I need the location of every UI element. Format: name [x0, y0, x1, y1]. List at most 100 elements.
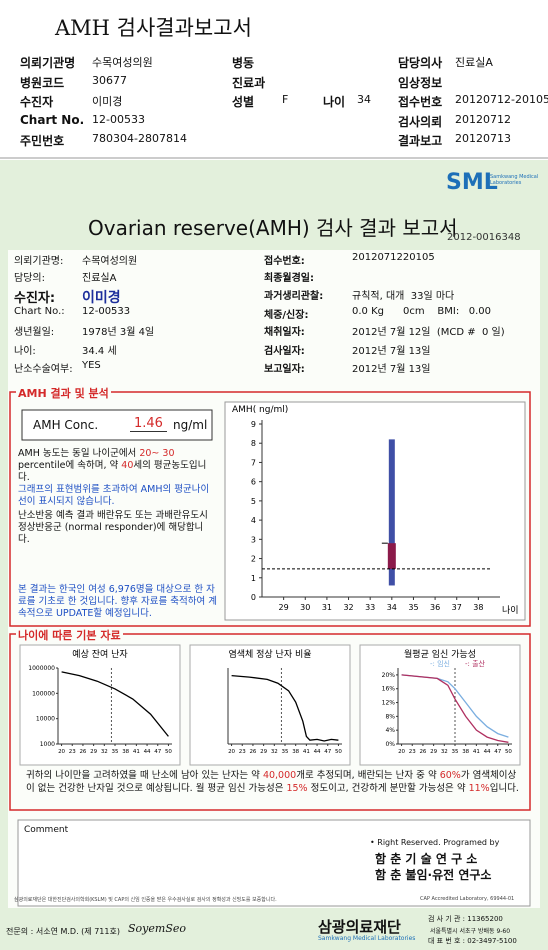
x-tick-label: 35 [452, 749, 459, 755]
x-tick-label: 37 [452, 603, 462, 612]
x-tick-label: 32 [343, 603, 353, 612]
value: 이미경 [82, 290, 121, 306]
value: 34 [357, 93, 371, 106]
label: 채취일자: [264, 327, 305, 338]
x-tick-label: 23 [409, 749, 416, 755]
title: AMH 검사결과보고서 [55, 16, 252, 40]
text-segment: percentile에 속하며, 약 [18, 460, 122, 471]
value: 2012년 7월 13일 [352, 346, 431, 357]
note: 삼광의료재단은 대한진단검사의학회(KSLM) 및 CAP의 신임 인증을 받은… [14, 897, 277, 903]
x-tick-label: 26 [249, 749, 256, 755]
chart-title: 예상 잔여 난자 [72, 648, 128, 660]
value: 수목여성의원 [82, 256, 138, 267]
label: 결과보고 [398, 134, 443, 148]
y-tick-label: 6 [251, 478, 256, 487]
label: 수진자: [14, 291, 56, 306]
chart-frame [189, 644, 351, 766]
unit: ng/ml [173, 418, 208, 432]
x-tick-label: 44 [484, 749, 491, 755]
value: 12-00533 [92, 112, 145, 126]
value: 수목여성의원 [92, 56, 153, 69]
label: Chart No.: [14, 306, 65, 317]
y-tick-label: 1000000 [28, 665, 55, 672]
label: 접수번호 [398, 95, 443, 109]
label: 수진자 [20, 95, 54, 109]
label: 과거생리관찰: [264, 291, 324, 302]
text-segment: 개로 추정되며, 배란되는 난자 중 약 [296, 770, 440, 781]
value: 34.4 세 [82, 346, 117, 357]
y-tick-label: 0% [385, 741, 395, 748]
label: 생년월일: [14, 327, 55, 338]
rights: • Right Reserved. Programed by [370, 838, 500, 847]
value: F [282, 93, 289, 106]
x-tick-label: 44 [144, 749, 151, 755]
phone: 대 표 번 호 : 02-3497-5100 [428, 937, 517, 945]
lab1: 함 춘 기 술 연 구 소 [375, 852, 478, 866]
label: 접수번호: [264, 256, 305, 267]
y-tick-label: 10000 [36, 716, 55, 723]
address: 서울특별시 서초구 방배동 9-60 [430, 928, 511, 935]
conc-box [21, 409, 213, 441]
x-tick-label: 30 [300, 603, 310, 612]
curve [231, 674, 339, 742]
value: 2012년 7월 12일 (MCD # 0 일) [352, 327, 505, 338]
value: 2012년 7월 13일 [352, 364, 431, 375]
y-tick-label: 4% [385, 727, 395, 734]
x-tick-label: 50 [335, 749, 342, 755]
chart-frame [359, 644, 521, 766]
label: 검사일자: [264, 346, 305, 357]
amh-chart-box [224, 401, 526, 621]
y-tick-label: 1 [251, 574, 256, 583]
y-axis-label: AMH( ng/ml) [232, 405, 288, 415]
amh-interpretation: AMH 농도는 동일 나이군에서 20~ 30 percentile에 속하며,… [18, 448, 213, 484]
label: 병동 [232, 56, 255, 70]
text-segment: 60% [439, 770, 461, 781]
chart-title: 월평균 임신 가능성 [404, 648, 476, 660]
x-tick-label: 29 [260, 749, 267, 755]
text-segment: AMH 농도는 동일 나이군에서 [18, 448, 140, 459]
label: 최종월경일: [264, 273, 314, 284]
x-tick-label: 41 [473, 749, 480, 755]
label: 나이 [323, 95, 346, 109]
reference-range [388, 439, 395, 586]
y-tick-label: 20% [382, 672, 396, 679]
heading: 나이에 따른 기본 자료 [16, 627, 123, 643]
legend-entry: -: 임신 [430, 659, 450, 668]
label: 보고일자: [264, 364, 305, 375]
label: 난소수술여부: [14, 364, 73, 375]
value: 20120713 [455, 132, 511, 145]
amh-section [9, 391, 531, 627]
value: 12-00533 [82, 306, 131, 317]
label: 담당의: [14, 273, 45, 284]
y-tick-label: 100000 [32, 690, 55, 697]
heading: AMH 결과 및 분석 [16, 385, 111, 401]
basic-section [9, 633, 531, 811]
x-tick-label: 32 [271, 749, 278, 755]
text-segment: 20~ 30 [139, 448, 175, 459]
y-tick-label: 0 [251, 593, 256, 602]
x-axis-label: 나이 [502, 605, 519, 616]
y-tick-label: 9 [251, 420, 256, 429]
y-tick-label: 8 [251, 439, 256, 448]
text-segment: 15% [286, 783, 308, 794]
y-tick-label: 12% [382, 700, 396, 707]
x-tick-label: 34 [387, 603, 397, 612]
x-tick-label: 38 [292, 749, 299, 755]
x-tick-label: 50 [505, 749, 512, 755]
value: 1.46 [130, 416, 167, 432]
x-tick-label: 23 [239, 749, 246, 755]
y-tick-label: 8% [385, 713, 395, 720]
x-tick-label: 26 [79, 749, 86, 755]
x-tick-label: 20 [58, 749, 65, 755]
label: 의뢰기관명: [14, 256, 64, 267]
value: 20120712-20105 [455, 93, 548, 106]
signature: SoyemSeo [128, 922, 186, 935]
label: 임상정보 [398, 75, 443, 90]
x-tick-label: 29 [430, 749, 437, 755]
patient-box [387, 543, 396, 569]
summary: 귀하의 나이만을 고려하였을 때 난소에 남아 있는 난자는 약 40,000개… [26, 769, 521, 795]
x-tick-label: 32 [441, 749, 448, 755]
curve [401, 674, 509, 743]
